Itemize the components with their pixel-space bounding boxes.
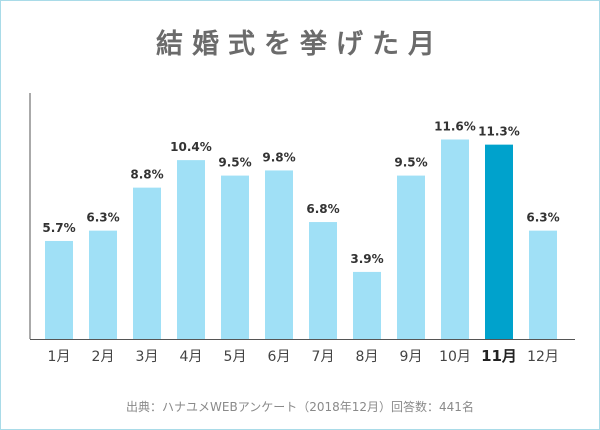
bar-11 (485, 144, 513, 339)
x-tick-label-9: 9月 (400, 349, 423, 365)
x-tick-label-2: 2月 (92, 349, 115, 365)
value-label-12: 6.3% (526, 211, 559, 225)
x-tick-label-6: 6月 (268, 349, 291, 365)
source-note: 出典：ハナユメWEBアンケート（2018年12月）回答数：441名 (126, 400, 474, 414)
bar-9 (397, 175, 425, 339)
x-tick-label-7: 7月 (312, 349, 335, 365)
value-label-5: 9.5% (218, 156, 251, 170)
x-tick-label-12: 12月 (527, 349, 559, 365)
x-tick-label-4: 4月 (180, 349, 203, 365)
value-label-9: 9.5% (394, 156, 427, 170)
value-label-2: 6.3% (86, 211, 119, 225)
x-tick-label-11: 11月 (481, 347, 517, 365)
bar-10 (441, 139, 469, 339)
x-tick-label-10: 10月 (439, 349, 471, 365)
value-label-4: 10.4% (170, 140, 212, 154)
value-label-11: 11.3% (478, 125, 520, 139)
value-label-1: 5.7% (42, 221, 75, 235)
bar-7 (309, 222, 337, 339)
value-label-8: 3.9% (350, 252, 383, 266)
value-label-3: 8.8% (130, 168, 163, 182)
bar-6 (265, 170, 293, 339)
chart-title: 結婚式を挙げた月 (156, 29, 444, 60)
x-tick-label-5: 5月 (224, 349, 247, 365)
bar-1 (45, 240, 73, 339)
value-label-10: 11.6% (434, 119, 476, 133)
bar-4 (177, 160, 205, 339)
bar-8 (353, 271, 381, 339)
bar-5 (221, 175, 249, 339)
value-label-6: 9.8% (262, 150, 295, 164)
x-tick-label-3: 3月 (136, 349, 159, 365)
x-tick-label-8: 8月 (356, 349, 379, 365)
value-label-7: 6.8% (306, 202, 339, 216)
bar-3 (133, 187, 161, 339)
bar-2 (89, 230, 117, 339)
bar-12 (529, 230, 557, 339)
x-tick-label-1: 1月 (48, 349, 71, 365)
